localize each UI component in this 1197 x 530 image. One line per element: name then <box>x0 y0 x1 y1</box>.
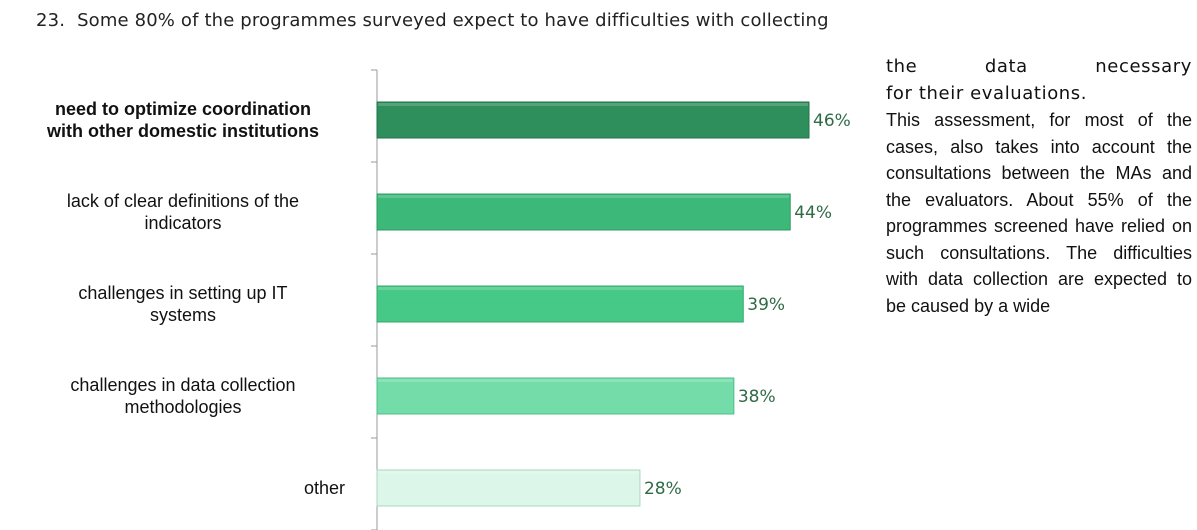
bar <box>376 193 791 231</box>
category-label: other <box>304 478 345 498</box>
bar-highlight <box>378 471 639 474</box>
bar <box>376 101 810 139</box>
side-body-text: This assessment, for most of the cases, … <box>886 110 1192 316</box>
category-label: systems <box>150 305 216 325</box>
intro-paragraph: 23. Some 80% of the programmes surveyed e… <box>36 10 1194 31</box>
side-lead-line-1: the data necessary <box>886 56 1192 77</box>
intro-line: Some 80% of the programmes surveyed expe… <box>77 10 829 31</box>
data-label: 38% <box>738 387 776 407</box>
category-label: lack of clear definitions of the <box>67 191 299 211</box>
data-label: 28% <box>644 479 682 499</box>
side-lead-line-2: for their evaluations. <box>886 82 1088 104</box>
category-label: need to optimize coordination <box>55 99 311 119</box>
category-label: methodologies <box>124 397 241 417</box>
category-label: with other domestic institutions <box>46 121 319 141</box>
bar-highlight <box>378 287 743 290</box>
category-label: challenges in data collection <box>70 375 295 395</box>
paragraph-number: 23. <box>36 10 66 31</box>
bar-highlight <box>378 195 790 198</box>
data-label: 39% <box>747 295 785 315</box>
data-label: 46% <box>813 111 851 131</box>
bar <box>376 469 641 507</box>
category-label: challenges in setting up IT <box>78 283 287 303</box>
data-label: 44% <box>794 203 832 223</box>
side-paragraph: the data necessary for their evaluations… <box>886 54 1192 530</box>
bar-highlight <box>378 103 808 106</box>
bar <box>376 285 744 323</box>
bar <box>376 377 735 415</box>
category-label: indicators <box>144 213 221 233</box>
bar-highlight <box>378 379 733 382</box>
